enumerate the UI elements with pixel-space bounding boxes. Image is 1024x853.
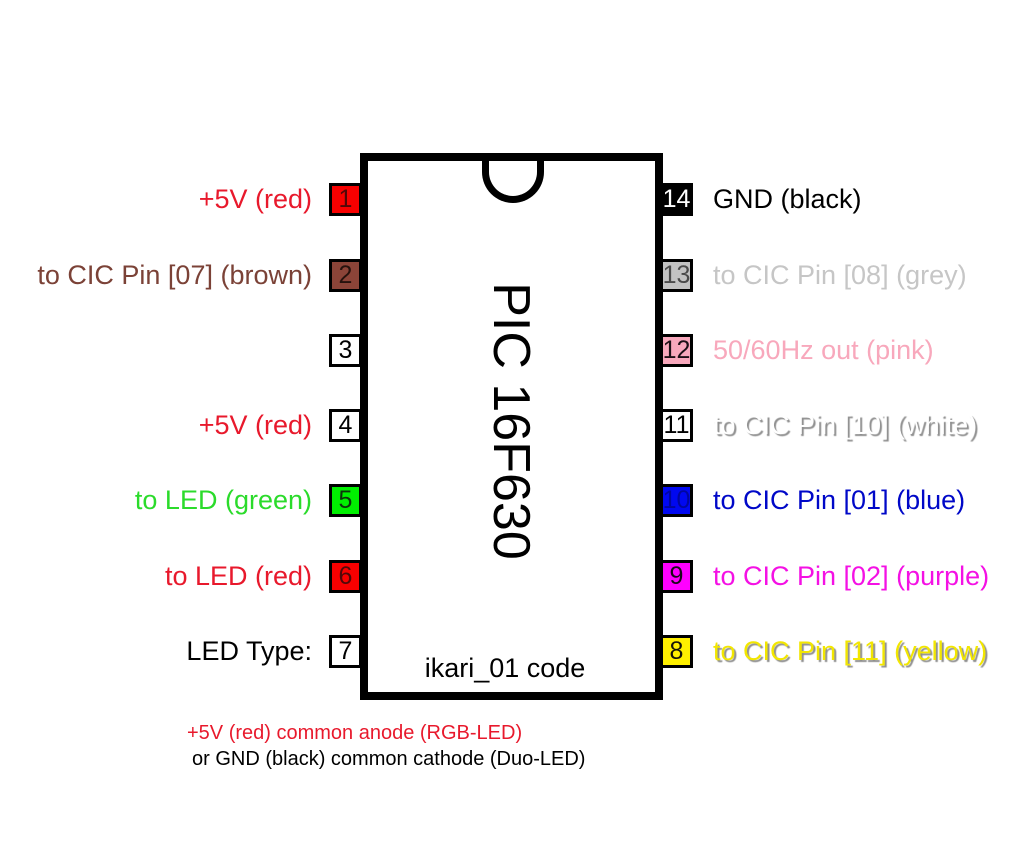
pin-8-label: to CIC Pin [11] (yellow) <box>713 636 988 666</box>
pin-7-number: 7 <box>338 637 353 665</box>
pin-8-square: 8 <box>660 635 693 668</box>
pin-6-label: to LED (red) <box>164 561 312 591</box>
pin-12-label: 50/60Hz out (pink) <box>713 335 934 365</box>
pin-11-label: to CIC Pin [10] (white) <box>713 410 978 440</box>
pin-14-label: GND (black) <box>713 184 862 214</box>
pin-10-square: 10 <box>660 484 693 517</box>
pin-4-square: 4 <box>329 409 362 442</box>
pin-7-square: 7 <box>329 635 362 668</box>
pin-1-number: 1 <box>338 185 353 213</box>
pin-8-number: 8 <box>669 637 684 665</box>
pin-14-square: 14 <box>660 183 693 216</box>
pin-5-square: 5 <box>329 484 362 517</box>
pin-9-number: 9 <box>669 562 684 590</box>
pin-2-number: 2 <box>338 261 353 289</box>
pin-10-label: to CIC Pin [01] (blue) <box>713 485 966 515</box>
pin-2-label: to CIC Pin [07] (brown) <box>37 260 312 290</box>
chip-subtitle: ikari_01 code <box>424 653 586 683</box>
pin-1-label: +5V (red) <box>198 184 312 214</box>
pin-6-square: 6 <box>329 560 362 593</box>
pin-10-number: 10 <box>662 486 691 514</box>
pin-11-number: 11 <box>663 411 690 439</box>
chip-notch <box>482 161 544 203</box>
pin-3-square: 3 <box>329 334 362 367</box>
pin-4-label: +5V (red) <box>198 410 312 440</box>
pin-5-label: to LED (green) <box>134 485 312 515</box>
pin-13-label: to CIC Pin [08] (grey) <box>713 260 967 290</box>
pin-6-number: 6 <box>338 562 353 590</box>
pin-13-square: 13 <box>660 259 693 292</box>
pin-3-number: 3 <box>338 336 353 364</box>
chip-body: PIC 16F630 ikari_01 code <box>360 153 663 700</box>
pin-7-label: LED Type: <box>186 636 312 666</box>
pin-9-square: 9 <box>660 560 693 593</box>
pin-1-square: 1 <box>329 183 362 216</box>
pin-9-label: to CIC Pin [02] (purple) <box>713 561 990 591</box>
pin-12-square: 12 <box>660 334 693 367</box>
pin-14-number: 14 <box>662 185 691 213</box>
pin-2-square: 2 <box>329 259 362 292</box>
pin-12-number: 12 <box>662 336 691 364</box>
pin-5-number: 5 <box>338 486 353 514</box>
chip-title: PIC 16F630 <box>482 282 540 560</box>
pin-13-number: 13 <box>662 261 691 289</box>
note-common-anode: +5V (red) common anode (RGB-LED) <box>187 722 523 744</box>
note-common-cathode: or GND (black) common cathode (Duo-LED) <box>192 748 586 770</box>
pin-11-square: 11 <box>660 409 693 442</box>
pin-4-number: 4 <box>338 411 353 439</box>
